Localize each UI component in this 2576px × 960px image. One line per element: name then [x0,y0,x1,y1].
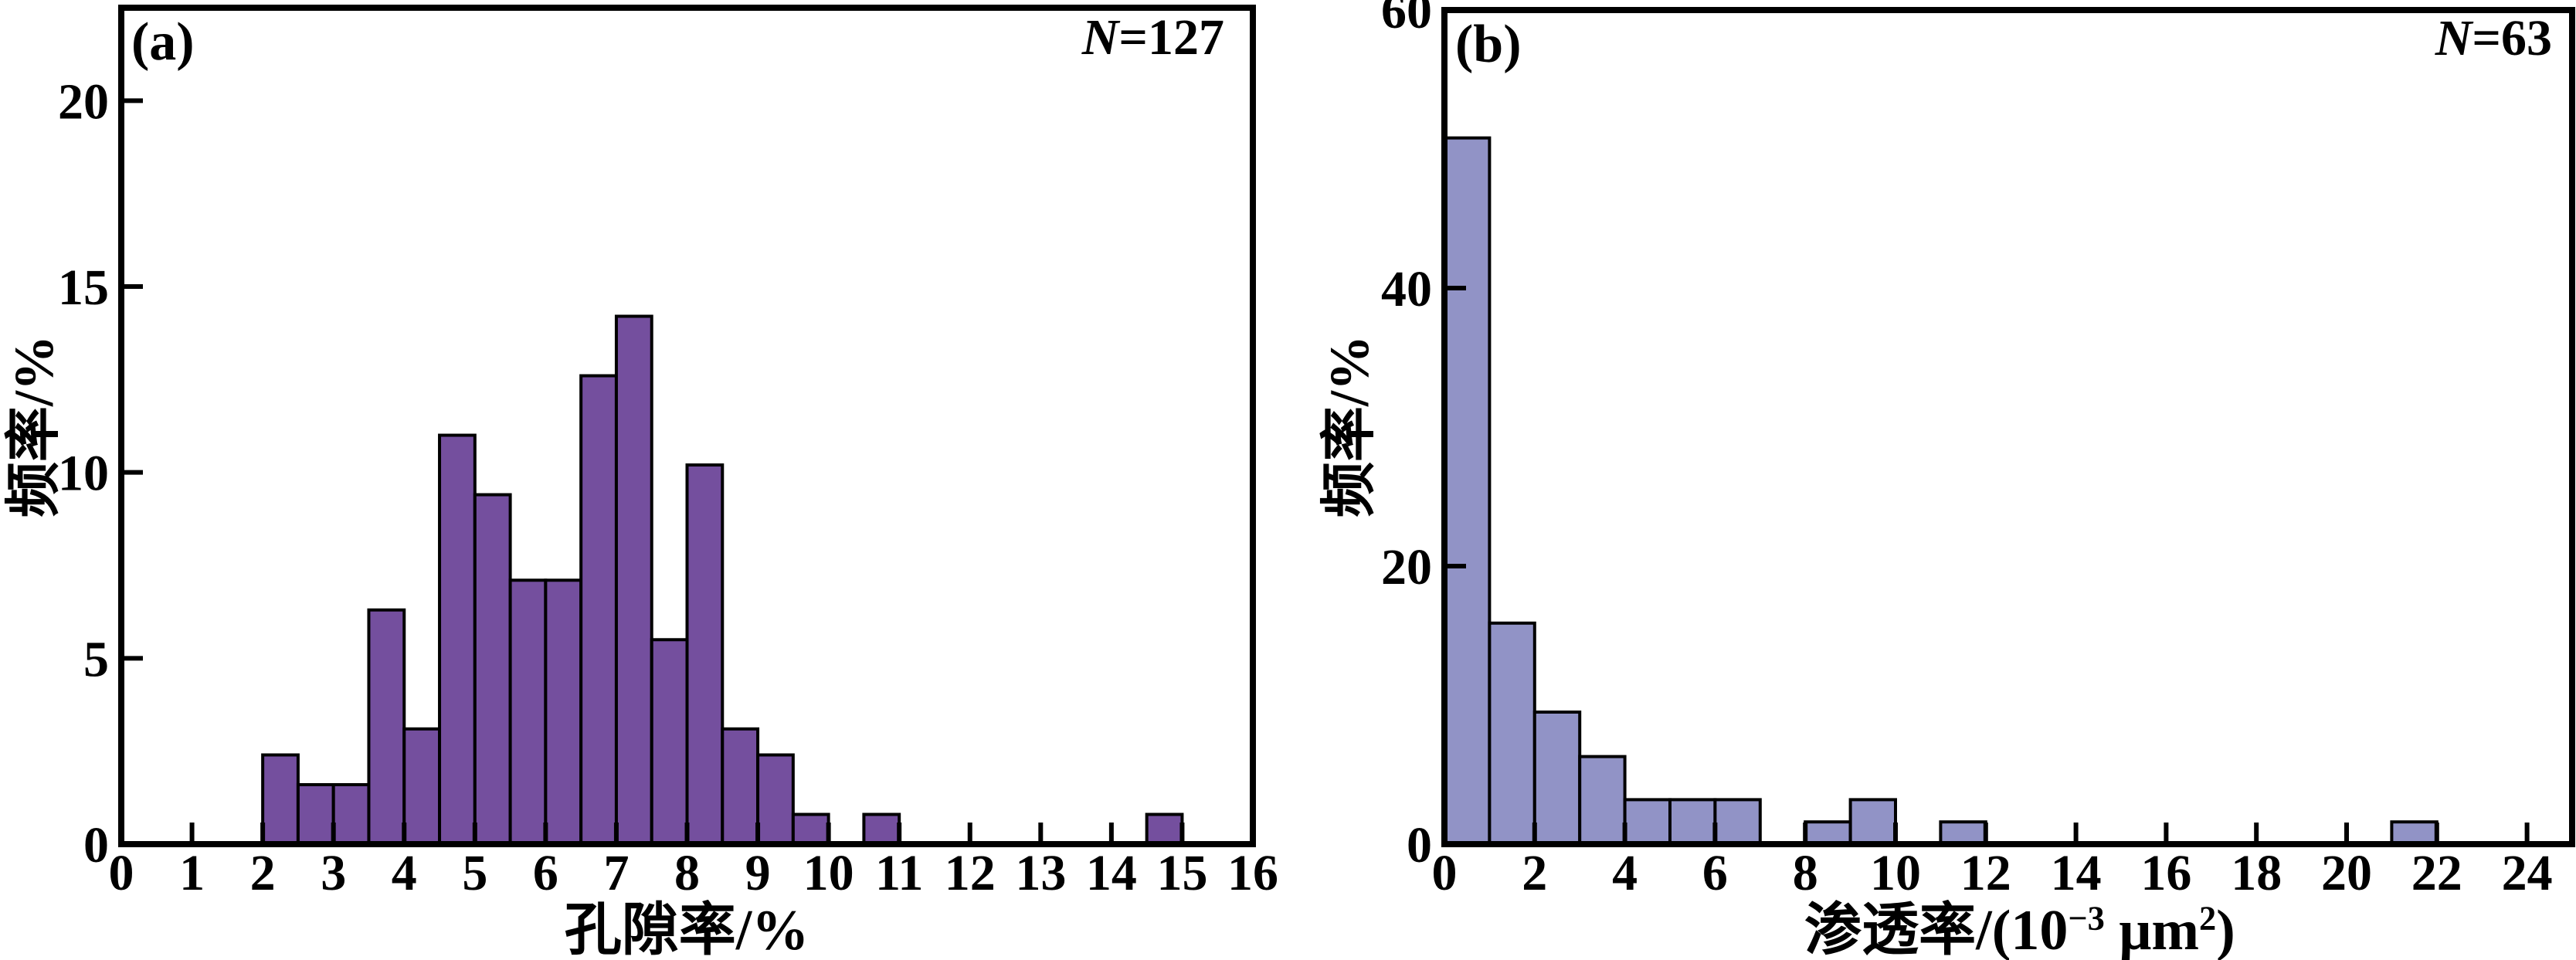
x-tick-label: 0 [109,845,134,901]
histogram-bar [1848,798,1898,846]
x-tick-label: 11 [875,845,923,901]
x-tick-label: 18 [2231,845,2282,901]
plot-frame [1441,7,2575,847]
histogram-bar [685,463,725,846]
x-axis-title-a: 孔隙率/% [564,899,809,960]
y-tick-label: 0 [1407,817,1432,873]
histogram-bar [508,578,548,846]
x-tick-label: 2 [250,845,276,901]
x-tick-label: 8 [1793,845,1818,901]
sample-size-b-label: N=63 [2435,10,2552,66]
x-tick-label: 4 [1612,845,1638,901]
y-tick-label: 60 [1381,0,1432,39]
histogram-bar [862,812,901,846]
histogram-bar [614,314,653,846]
histogram-bar [296,782,335,846]
y-tick-label: 0 [83,817,109,873]
histogram-bar [1532,711,1582,846]
y-tick-label: 10 [58,446,109,502]
histogram-bar [1623,798,1672,846]
histogram-bar [721,727,760,846]
histogram-bar [367,608,406,846]
panel-b-label: (b) [1455,15,1522,74]
histogram-bar [579,374,618,846]
y-axis-title-b: 频率/% [1319,334,1380,518]
histogram-bar [650,638,689,846]
histogram-bar [261,753,300,846]
x-tick-label: 1 [179,845,205,901]
plot-frame [118,5,1256,847]
y-tick-label: 40 [1381,261,1432,317]
x-tick-label: 12 [945,845,996,901]
histogram-bar [331,782,371,846]
x-tick-label: 5 [462,845,487,901]
histogram-bar [1668,798,1717,846]
x-tick-label: 3 [321,845,346,901]
y-axis-title-a: 频率/% [3,334,65,518]
panel-a-label: (a) [131,12,195,72]
histogram-bar [473,493,512,846]
histogram-bar [1488,621,1536,846]
x-tick-label: 16 [1227,845,1278,901]
y-tick-label: 20 [1381,539,1432,595]
histogram-bar [1443,136,1492,846]
x-tick-label: 8 [674,845,700,901]
x-tick-label: 14 [2051,845,2102,901]
x-tick-label: 4 [392,845,417,901]
x-tick-label: 24 [2502,845,2553,901]
histogram-bar [2390,820,2439,846]
sample-size-a-label: N=127 [1081,9,1224,66]
histogram-bar [1578,755,1627,846]
x-tick-label: 0 [1432,845,1458,901]
x-tick-label: 9 [745,845,771,901]
x-tick-label: 15 [1156,845,1207,901]
x-tick-label: 16 [2140,845,2191,901]
x-tick-label: 14 [1086,845,1137,901]
histogram-bar [1939,820,1987,846]
histogram-bar [791,812,830,846]
x-tick-label: 6 [533,845,558,901]
y-tick-label: 20 [58,73,109,130]
histogram-bar [544,578,583,846]
x-tick-label: 6 [1702,845,1728,901]
histogram-bar [1804,820,1852,846]
x-tick-label: 12 [1960,845,2011,901]
histogram-bar [756,753,795,846]
x-tick-label: 13 [1015,845,1066,901]
histogram-bar [1713,798,1762,846]
x-tick-label: 10 [1870,845,1921,901]
x-tick-label: 20 [2321,845,2372,901]
y-tick-label: 15 [58,260,109,316]
x-tick-label: 10 [803,845,854,901]
histogram-bar [402,727,442,846]
x-tick-label: 7 [603,845,629,901]
x-tick-label: 22 [2411,845,2462,901]
histogram-bar [438,433,477,846]
x-tick-label: 2 [1522,845,1547,901]
histogram-bar [1145,812,1184,846]
y-tick-label: 5 [83,631,109,687]
x-axis-title-b: 渗透率/(10−3 μm2) [1804,898,2235,960]
